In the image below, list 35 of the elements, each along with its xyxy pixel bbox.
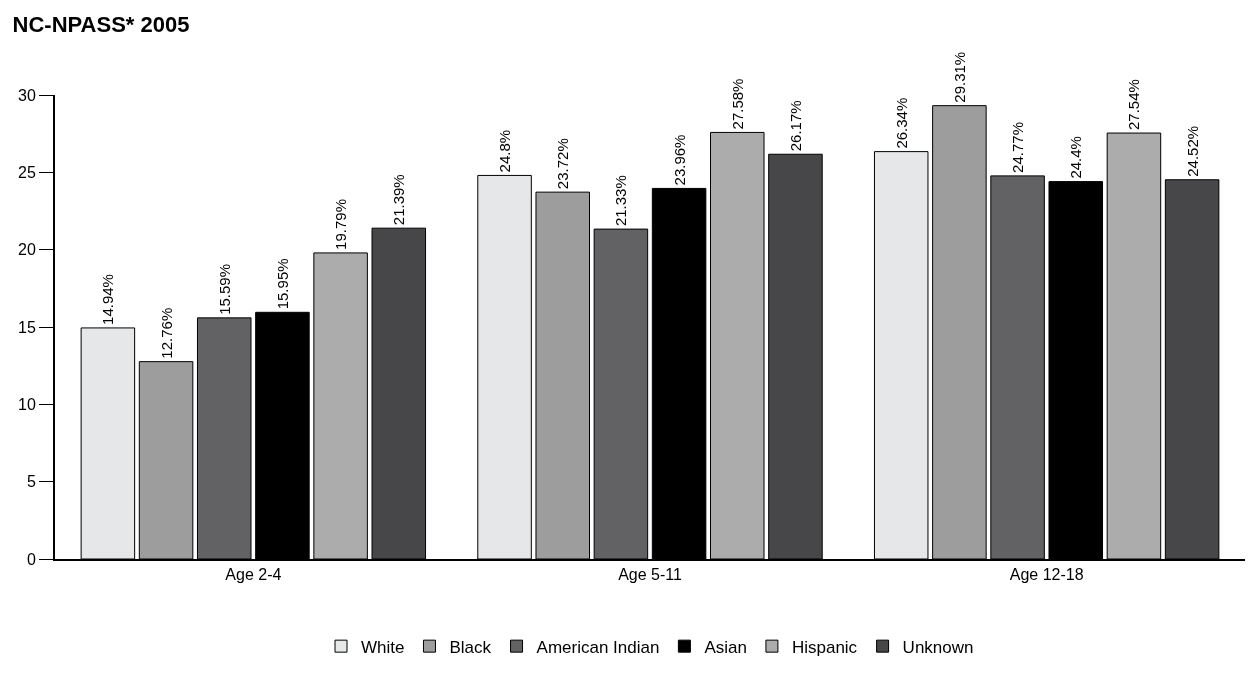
data-label: 15.59% (215, 263, 233, 315)
data-label: 23.72% (554, 138, 572, 190)
data-label: 26.34% (892, 97, 910, 149)
x-tick-label: Age 2-4 (225, 566, 282, 584)
y-tick-label: 25 (18, 163, 36, 181)
data-label: 14.94% (99, 274, 117, 325)
data-label: 12.76% (157, 307, 175, 359)
y-tick-label: 5 (26, 473, 36, 491)
legend-label: American Indian (536, 637, 660, 657)
y-tick-label: 10 (18, 395, 36, 413)
data-label: 21.33% (612, 175, 630, 227)
data-label: 24.4% (1067, 136, 1085, 179)
data-label: 23.96% (670, 134, 688, 186)
legend-label: White (361, 637, 405, 657)
legend-label: Hispanic (791, 637, 858, 657)
legend-label: Black (449, 637, 492, 657)
y-tick-label: 20 (18, 241, 36, 259)
y-tick-label: 0 (26, 550, 36, 568)
data-label: 27.58% (728, 78, 746, 130)
data-label: 29.31% (950, 51, 968, 103)
legend-label: Unknown (902, 637, 974, 657)
x-tick-label: Age 12-18 (1009, 566, 1084, 584)
x-tick-label: Age 5-11 (618, 566, 682, 584)
data-label: 26.17% (786, 100, 804, 152)
data-label: 24.77% (1009, 122, 1027, 173)
data-label: 24.8% (496, 129, 514, 173)
y-tick-label: 15 (18, 318, 36, 336)
chart-title: NC-NPASS* 2005 (12, 12, 190, 38)
data-label: 27.54% (1125, 79, 1143, 131)
legend-label: Asian (704, 637, 747, 657)
data-label: 19.79% (332, 199, 350, 250)
y-tick-label: 30 (18, 86, 36, 104)
data-label: 21.39% (390, 174, 408, 226)
data-label: 24.52% (1183, 125, 1201, 177)
data-label: 15.95% (273, 258, 291, 310)
